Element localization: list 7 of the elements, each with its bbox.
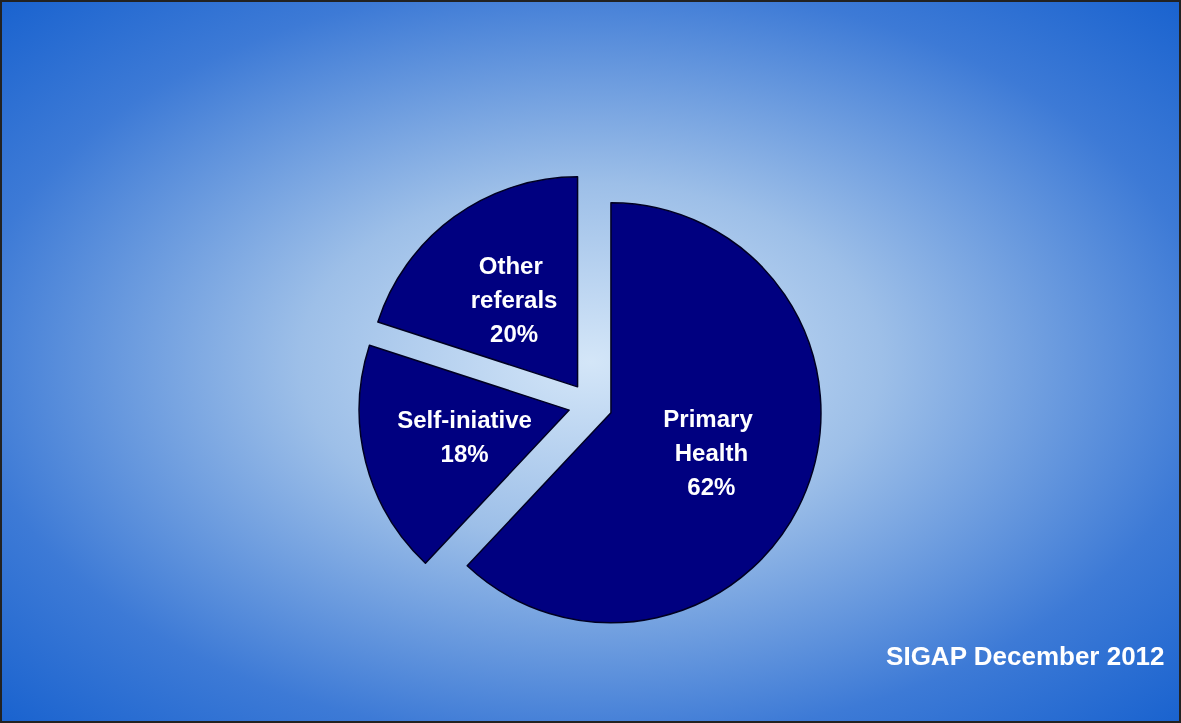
data-label: 18%	[440, 440, 489, 468]
data-label: 20%	[490, 319, 539, 347]
data-label: 62%	[687, 473, 736, 500]
text: SIGAP December 2012	[886, 641, 1165, 671]
slice-label: Self-iniative	[397, 406, 532, 434]
slice-label: Other referals	[470, 251, 558, 313]
slice-label: Primary Health	[663, 405, 760, 466]
